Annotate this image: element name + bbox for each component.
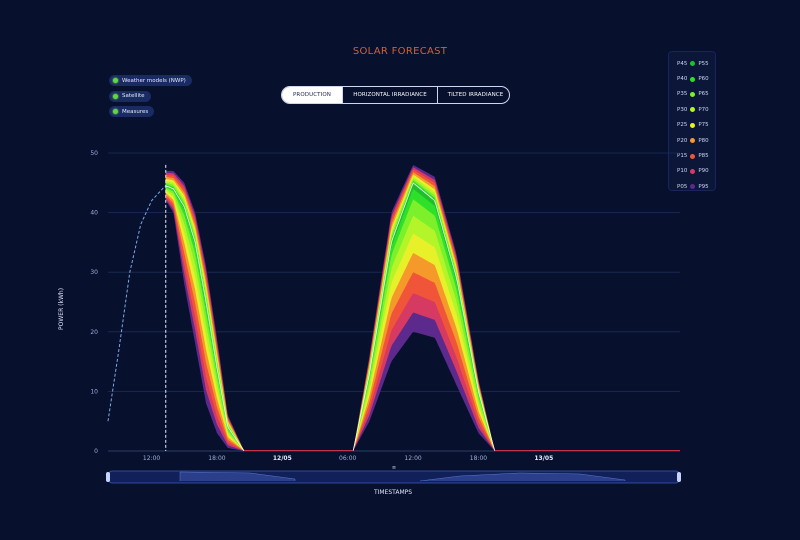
source-list: Weather models (NWP) Satellite Measures [109, 75, 192, 122]
x-tick-label: 12:00 [404, 455, 421, 462]
legend-high-label: P80 [698, 137, 709, 144]
navigator-left-handle[interactable] [106, 472, 110, 482]
tab-tilted-irradiance[interactable]: TILTED IRRADIANCE [437, 87, 509, 103]
legend-swatch [690, 168, 696, 174]
legend-item[interactable]: P30 P70 [677, 102, 715, 117]
source-status-dot [113, 78, 118, 83]
legend-item[interactable]: P10 P90 [677, 164, 715, 179]
legend-low-label: P25 [677, 122, 688, 129]
legend-low-label: P05 [677, 183, 688, 190]
percentile-legend: P45 P55 P40 P60 P35 P65 P30 P70 P25 P75 P20 P80 P15 P… [668, 51, 716, 191]
y-tick-label: 40 [90, 210, 98, 217]
forecast-day1-median-line [165, 185, 245, 452]
legend-item[interactable]: P15 P85 [677, 148, 715, 163]
legend-swatch [690, 153, 696, 159]
source-chip-satellite[interactable]: Satellite [109, 90, 151, 102]
y-tick-label: 20 [90, 329, 98, 336]
legend-item[interactable]: P45 P55 [677, 56, 715, 71]
x-tick-label: 12/05 [273, 455, 292, 462]
source-label: Weather models (NWP) [122, 77, 186, 84]
source-chip-nwp[interactable]: Weather models (NWP) [109, 75, 192, 86]
x-tick-label: 12:00 [143, 455, 160, 462]
legend-low-label: P10 [677, 168, 688, 175]
legend-low-label: P35 [677, 91, 688, 98]
x-tick-label: 06:00 [339, 455, 356, 462]
forecast-day2-median-line [352, 182, 496, 452]
x-tick-label: 18:00 [470, 455, 487, 462]
legend-high-label: P75 [698, 122, 709, 129]
legend-high-label: P55 [698, 60, 709, 67]
legend-low-label: P20 [677, 137, 688, 144]
legend-swatch [690, 122, 696, 128]
legend-item[interactable]: P20 P80 [677, 133, 715, 148]
y-tick-label: 0 [94, 448, 98, 455]
legend-swatch [690, 107, 696, 113]
y-tick-label: 30 [90, 269, 98, 276]
forecast-day2-band [353, 179, 495, 451]
legend-high-label: P60 [698, 76, 709, 83]
legend-high-label: P65 [698, 91, 709, 98]
page-title: SOLAR FORECAST [352, 46, 448, 57]
y-tick-label: 10 [90, 388, 98, 395]
tab-horizontal-irradiance[interactable]: HORIZONTAL IRRADIANCE [342, 87, 437, 103]
legend-swatch [690, 91, 696, 97]
forecast-day2-band [353, 169, 495, 451]
legend-swatch [690, 76, 696, 82]
legend-item[interactable]: P40 P60 [677, 71, 715, 86]
source-label: Measures [122, 108, 149, 115]
source-status-dot [113, 109, 118, 114]
legend-low-label: P15 [677, 153, 688, 160]
x-tick-label: 13/05 [534, 455, 553, 462]
x-tick-label: 18:00 [208, 455, 225, 462]
legend-item[interactable]: P35 P65 [677, 87, 715, 102]
y-tick-label: 50 [90, 150, 98, 157]
legend-low-label: P30 [677, 106, 688, 113]
legend-high-label: P70 [698, 106, 709, 113]
navigator-right-handle[interactable] [677, 472, 681, 482]
legend-low-label: P40 [677, 76, 688, 83]
legend-high-label: P85 [698, 153, 709, 160]
source-label: Satellite [122, 93, 145, 99]
legend-low-label: P45 [677, 60, 688, 67]
legend-high-label: P95 [698, 183, 709, 190]
forecast-day1-band [165, 182, 245, 451]
legend-high-label: P90 [698, 168, 709, 175]
legend-item[interactable]: P25 P75 [677, 118, 715, 133]
view-tabs: PRODUCTION HORIZONTAL IRRADIANCE TILTED … [281, 86, 510, 104]
source-chip-measures[interactable]: Measures [109, 106, 155, 117]
navigator-preview-day2 [419, 472, 626, 482]
x-axis-label: TIMESTAMPS [373, 489, 413, 496]
navigator-grip-icon[interactable]: ≡ [392, 465, 396, 471]
legend-swatch [690, 61, 696, 67]
tab-production[interactable]: PRODUCTION [282, 87, 342, 103]
legend-swatch [690, 138, 696, 144]
navigator-preview-day1 [179, 471, 296, 481]
legend-item[interactable]: P05 P95 [677, 179, 715, 194]
measures-line [107, 185, 167, 422]
source-status-dot [113, 93, 118, 99]
legend-swatch [690, 184, 696, 190]
